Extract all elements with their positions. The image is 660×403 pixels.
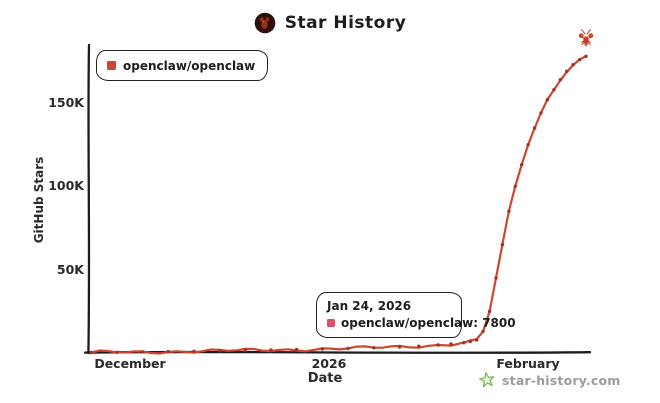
data-point[interactable] [494, 276, 498, 280]
data-point[interactable] [545, 98, 550, 102]
data-point[interactable] [449, 342, 453, 346]
data-point[interactable] [526, 143, 530, 147]
data-point[interactable] [417, 344, 421, 348]
x-tick-label: 2026 [311, 356, 347, 371]
data-point[interactable] [532, 126, 537, 130]
y-tick-label: 150K [48, 95, 84, 110]
x-tick-label: February [496, 356, 560, 371]
data-point[interactable] [552, 88, 556, 92]
legend-label: openclaw/openclaw [123, 58, 256, 73]
data-point[interactable] [571, 62, 575, 67]
data-point[interactable] [468, 339, 472, 344]
data-point[interactable] [513, 184, 517, 188]
data-point[interactable] [320, 347, 325, 351]
x-tick-label: December [94, 356, 166, 371]
data-point[interactable] [295, 347, 299, 352]
data-point[interactable] [89, 350, 93, 355]
data-point[interactable] [192, 349, 196, 353]
data-point[interactable] [269, 348, 273, 352]
lobster-icon [578, 29, 594, 47]
data-point[interactable] [487, 309, 492, 313]
chart-header: Star History [0, 9, 660, 37]
watermark-text: star-history.com [502, 372, 621, 388]
data-point[interactable] [500, 243, 505, 247]
data-point[interactable] [565, 69, 569, 74]
y-tick-label: 100K [48, 178, 84, 193]
data-point[interactable] [436, 343, 440, 347]
tooltip-date: Jan 24, 2026 [327, 299, 412, 313]
data-point[interactable] [558, 78, 562, 82]
tooltip: Jan 24, 2026 openclaw/openclaw: 7800 [316, 292, 516, 338]
data-point[interactable] [584, 54, 588, 58]
series-line[interactable] [89, 55, 588, 355]
data-point[interactable] [115, 350, 119, 354]
data-point[interactable] [462, 341, 466, 345]
data-point[interactable] [140, 350, 145, 354]
legend-marker [107, 61, 116, 70]
tooltip-series-value: openclaw/openclaw: 7800 [341, 316, 516, 330]
data-point[interactable] [539, 111, 543, 115]
data-point[interactable] [166, 349, 170, 354]
data-point[interactable] [507, 209, 511, 213]
data-point[interactable] [520, 163, 524, 167]
data-point[interactable] [577, 58, 582, 62]
data-point[interactable] [481, 329, 485, 333]
star-history-logo-icon [254, 12, 276, 34]
legend[interactable]: openclaw/openclaw [96, 50, 269, 81]
data-point[interactable] [346, 346, 350, 351]
tooltip-marker [327, 319, 335, 327]
star-icon [478, 371, 495, 388]
data-point[interactable] [217, 349, 222, 353]
data-point[interactable] [372, 346, 376, 350]
watermark-link[interactable]: star-history.com [478, 371, 621, 389]
data-point[interactable] [475, 338, 479, 342]
y-tick-label: 50K [56, 262, 84, 277]
data-point[interactable] [397, 345, 402, 349]
chart-title: Star History [284, 13, 407, 33]
x-axis-title: Date [307, 371, 343, 386]
data-point[interactable] [243, 348, 247, 353]
y-axis [87, 43, 91, 355]
